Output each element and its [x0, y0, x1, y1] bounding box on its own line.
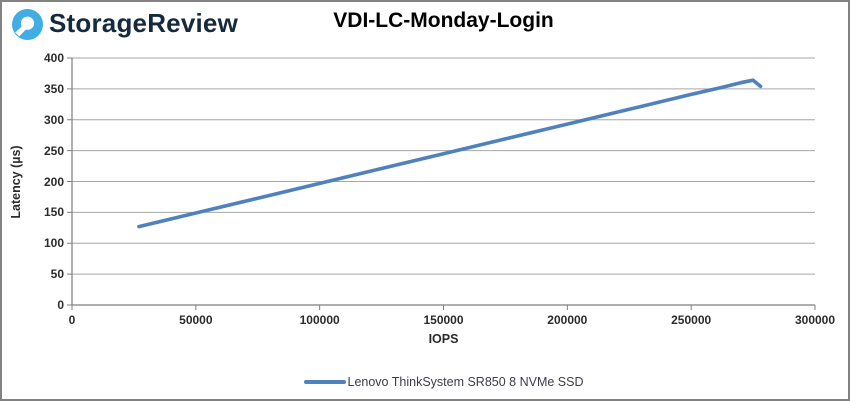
y-tick-label: 350 [43, 81, 64, 96]
brand-wordmark: StorageReview [49, 8, 239, 38]
y-axis-title: Latency (µs) [9, 145, 23, 219]
y-tick-label: 200 [43, 174, 64, 189]
x-tick-label: 300000 [794, 313, 836, 327]
x-tick-label: 0 [68, 313, 76, 327]
y-tick-label: 0 [57, 298, 64, 312]
y-tick-label: 300 [43, 112, 64, 127]
x-tick-label: 100000 [299, 313, 340, 327]
x-tick-label: 50000 [179, 313, 213, 327]
x-tick-label: 150000 [423, 313, 464, 327]
series-line [137, 78, 763, 229]
y-tick-label: 400 [43, 51, 64, 65]
legend-series-label: Lenovo ThinkSystem SR850 8 NVMe SSD [347, 375, 584, 389]
storagereview-droplet-icon [12, 9, 43, 40]
legend: Lenovo ThinkSystem SR850 8 NVMe SSD [72, 371, 815, 393]
page-title: VDI-LC-Monday-Login [333, 9, 554, 32]
header: StorageReview VDI-LC-Monday-Login [2, 2, 848, 48]
x-axis-title: IOPS [428, 332, 459, 346]
y-tick-label: 250 [43, 143, 64, 158]
legend-line-swatch [303, 380, 346, 384]
y-tick-label: 50 [50, 267, 64, 282]
x-tick-label: 200000 [547, 313, 588, 327]
y-tick-label: 150 [43, 205, 64, 220]
x-tick-label: 250000 [671, 313, 712, 327]
y-tick-label: 100 [43, 236, 64, 251]
